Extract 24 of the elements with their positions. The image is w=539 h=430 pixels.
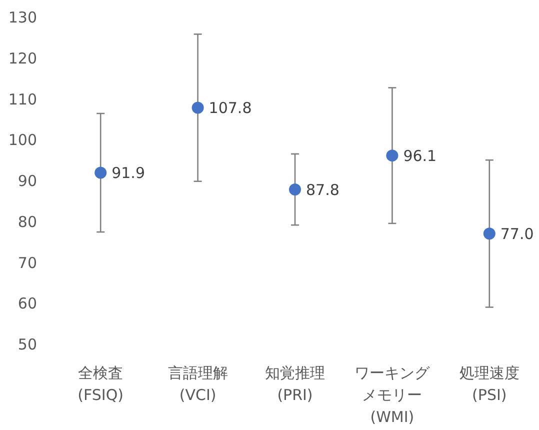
point — [386, 150, 398, 162]
data-label: 96.1 — [403, 147, 437, 166]
x-tick-label: 言語理解 (VCI) — [168, 364, 228, 404]
point — [192, 102, 204, 114]
point — [94, 166, 107, 179]
y-tick-label: 50 — [18, 336, 37, 354]
y-tick-label: 130 — [8, 8, 37, 26]
x-tick-label: ワーキングメモリー (WMI) — [354, 364, 431, 426]
x-tick-label: 全検査 (FSIQ) — [78, 364, 124, 404]
y-tick-label: 100 — [8, 131, 37, 150]
point — [483, 228, 496, 240]
y-tick-label: 120 — [8, 49, 37, 68]
data-label: 91.9 — [112, 164, 146, 182]
y-tick-label: 80 — [18, 212, 37, 231]
point — [289, 183, 301, 196]
y-tick-label: 70 — [18, 254, 37, 272]
y-tick-label: 90 — [18, 172, 37, 190]
data-label: 77.0 — [500, 225, 534, 244]
data-label: 107.8 — [208, 99, 252, 118]
data-label: 87.8 — [306, 180, 340, 199]
x-tick-label: 処理速度 (PSI) — [459, 364, 520, 404]
x-tick-label: 知覚推理 (PRI) — [265, 364, 325, 404]
y-tick-label: 60 — [18, 294, 37, 313]
y-tick-label: 110 — [8, 90, 37, 108]
